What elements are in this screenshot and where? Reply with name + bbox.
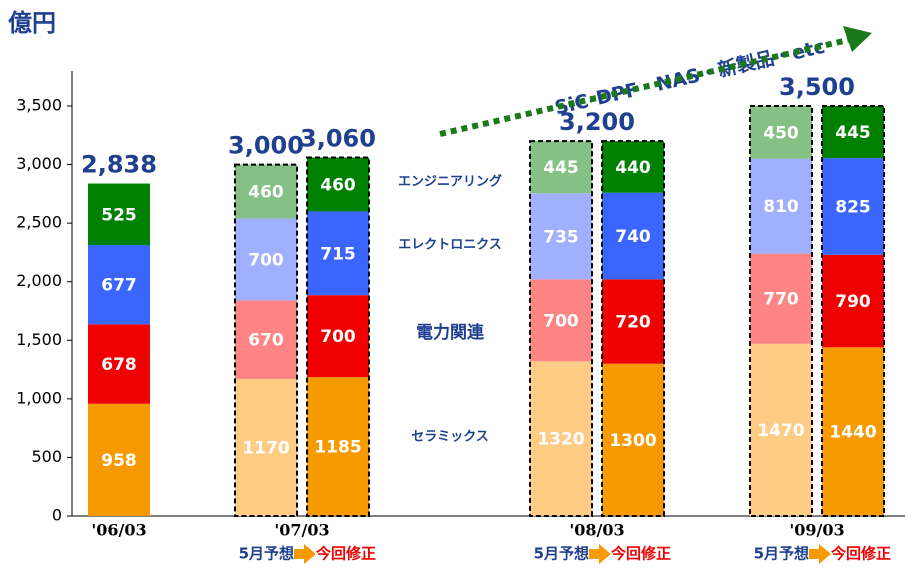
- compare-label: 5月予想: [239, 545, 294, 563]
- total-label: 2,838: [81, 151, 157, 179]
- y-tick-label: 1,500: [16, 330, 62, 349]
- value-label: 958: [101, 451, 137, 471]
- bar-segment: [530, 279, 592, 362]
- legend-label: 電力関連: [416, 322, 485, 343]
- bar-segment: [602, 363, 664, 516]
- bar-segment: [822, 158, 884, 255]
- value-label: 678: [101, 355, 137, 375]
- value-label: 1185: [314, 438, 361, 458]
- legend-label: エンジニアリング: [398, 174, 502, 190]
- bar-outline: [234, 163, 298, 517]
- bar-segment: [235, 300, 297, 379]
- legend-label: エレクトロニクス: [398, 238, 502, 253]
- bar-segment: [307, 157, 369, 212]
- value-label: 720: [615, 313, 651, 333]
- bar-outline: [601, 140, 665, 517]
- value-label: 1170: [242, 438, 289, 458]
- value-label: 1320: [537, 430, 584, 450]
- bar-segment: [750, 158, 812, 254]
- compare-arrow: [294, 544, 316, 564]
- bar-segment: [822, 106, 884, 159]
- y-tick-label: 0: [52, 506, 62, 525]
- bar-segment: [530, 193, 592, 280]
- trend-arrow: [439, 37, 849, 137]
- bar-segment: [235, 378, 297, 516]
- bar-segment: [602, 141, 664, 193]
- bar-outline: [529, 140, 593, 517]
- bar-segment: [88, 183, 150, 246]
- bar-segment: [235, 164, 297, 219]
- value-label: 790: [835, 292, 871, 312]
- total-label: 3,200: [559, 108, 635, 136]
- total-label: 3,000: [228, 132, 304, 160]
- trend-arrowhead: [843, 26, 872, 52]
- x-tick-label: '07/03: [274, 521, 329, 540]
- value-label: 825: [835, 197, 871, 217]
- compare-label: 今回修正: [830, 545, 891, 563]
- bar-segment: [307, 295, 369, 378]
- y-tick-label: 3,000: [16, 154, 62, 173]
- bar-segment: [822, 347, 884, 516]
- bar-segment: [750, 253, 812, 344]
- compare-label: 今回修正: [315, 545, 376, 563]
- compare-label: 5月予想: [534, 545, 589, 563]
- bar-segment: [602, 192, 664, 280]
- bar-outline: [306, 156, 370, 518]
- bar-segment: [88, 245, 150, 325]
- value-label: 460: [320, 175, 356, 195]
- value-label: 1440: [829, 423, 876, 443]
- total-label: 3,060: [300, 125, 376, 153]
- compare-arrow: [589, 544, 611, 564]
- bar-outline: [749, 105, 813, 517]
- value-label: 445: [835, 123, 871, 143]
- x-tick-label: '06/03: [91, 521, 146, 540]
- bar-outline: [821, 105, 885, 517]
- bar-segment: [307, 377, 369, 516]
- x-tick-label: '09/03: [789, 521, 844, 540]
- total-label: 3,500: [779, 73, 855, 101]
- x-tick-label: '08/03: [569, 521, 624, 540]
- y-tick-label: 1,000: [16, 388, 62, 407]
- bar-segment: [88, 403, 150, 516]
- bar-segment: [822, 254, 884, 348]
- bar-segment: [530, 141, 592, 194]
- legend-label: セラミックス: [411, 430, 489, 445]
- value-label: 740: [615, 227, 651, 247]
- value-label: 1300: [609, 431, 656, 451]
- y-tick-label: 500: [31, 447, 62, 466]
- value-label: 677: [101, 276, 137, 296]
- value-label: 735: [543, 227, 579, 247]
- bar-segment: [750, 343, 812, 516]
- value-label: 810: [763, 197, 799, 217]
- compare-label: 今回修正: [610, 545, 671, 563]
- value-label: 445: [543, 158, 579, 178]
- value-label: 670: [248, 331, 284, 351]
- bar-segment: [235, 218, 297, 301]
- value-label: 525: [101, 205, 137, 225]
- value-label: 700: [543, 311, 579, 331]
- value-label: 460: [248, 183, 284, 203]
- value-label: 450: [763, 123, 799, 143]
- value-label: 770: [763, 290, 799, 310]
- bar-segment: [602, 279, 664, 364]
- value-label: 715: [320, 244, 356, 264]
- value-label: 700: [248, 250, 284, 270]
- y-tick-label: 3,500: [16, 96, 62, 115]
- y-axis-unit: 億円: [8, 9, 56, 37]
- bar-segment: [530, 361, 592, 516]
- bar-segment: [307, 211, 369, 296]
- value-label: 700: [320, 327, 356, 347]
- value-label: 440: [615, 158, 651, 178]
- y-tick-label: 2,000: [16, 271, 62, 290]
- bar-segment: [88, 324, 150, 404]
- compare-arrow: [809, 544, 831, 564]
- value-label: 1470: [757, 421, 804, 441]
- bar-segment: [750, 106, 812, 159]
- compare-label: 5月予想: [754, 545, 809, 563]
- y-tick-label: 2,500: [16, 213, 62, 232]
